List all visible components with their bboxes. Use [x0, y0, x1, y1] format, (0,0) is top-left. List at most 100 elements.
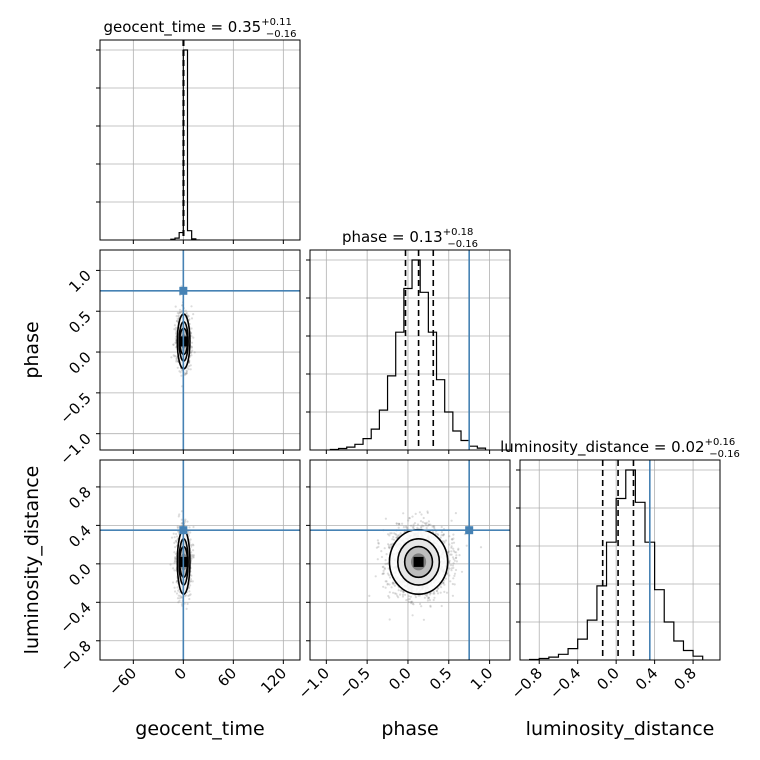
sample-point: [401, 522, 404, 525]
sample-point: [174, 337, 177, 340]
density-peak: [413, 556, 424, 567]
hist-phase: [329, 250, 487, 450]
plot-layer: −1.0−0.50.00.51.0−60 0 60 120−0.8−0.40.00.4…: [56, 39, 721, 703]
sample-point: [386, 572, 389, 575]
sample-point: [460, 570, 464, 573]
sample-point: [455, 551, 458, 554]
sample-point: [175, 539, 178, 542]
sample-point: [440, 531, 443, 534]
title-luminosity-distance: luminosity_distance = 0.02+0.16 −0.16: [500, 437, 740, 460]
sample-point: [433, 596, 436, 599]
sample-point: [387, 543, 390, 546]
panel-luminosity_distance-geocent_time: [100, 460, 300, 660]
sample-point: [176, 317, 179, 320]
sample-point: [419, 602, 422, 606]
sample-point: [440, 525, 443, 529]
sample-point: [192, 556, 195, 559]
hist-bar: [437, 380, 445, 450]
sample-point: [452, 533, 455, 536]
title-geocent-time-lower: −0.16: [266, 29, 297, 40]
sample-point: [427, 596, 430, 599]
sample-point: [383, 547, 386, 550]
sample-point: [396, 594, 399, 597]
title-phase-upper: +0.18: [443, 227, 474, 238]
x-tick-label: 0: [171, 664, 190, 683]
x-tick-label: −0.8: [508, 664, 546, 702]
pair-geocent_time-phase: [100, 250, 300, 450]
sample-point: [449, 564, 453, 567]
sample-point: [432, 598, 435, 602]
sample-point: [425, 526, 428, 530]
sample-point: [397, 526, 400, 529]
sample-point: [173, 355, 176, 358]
xlabel-phase: phase: [381, 718, 438, 740]
sample-point: [173, 324, 176, 327]
sample-point: [388, 618, 391, 621]
sample-point: [440, 604, 443, 608]
sample-point: [419, 525, 423, 529]
y-tick-label: 0.5: [65, 307, 95, 337]
sample-point: [175, 315, 178, 318]
sample-point: [432, 590, 436, 593]
sample-point: [408, 517, 411, 520]
pair-geocent_time-luminosity_distance: [100, 460, 300, 660]
sample-point: [425, 524, 428, 527]
sample-point: [427, 597, 430, 600]
hist-outline: [329, 259, 487, 450]
sample-point: [448, 543, 451, 546]
title-phase: phase = 0.13+0.18 −0.16: [342, 227, 478, 250]
sample-point: [432, 525, 435, 528]
title-luminosity-distance-upper: +0.16: [705, 437, 736, 448]
y-tick-label: −1.0: [56, 430, 94, 468]
sample-point: [405, 599, 408, 602]
sample-point: [174, 346, 178, 349]
sample-point: [383, 567, 386, 570]
sample-point: [175, 332, 178, 335]
sample-point: [443, 590, 446, 594]
contour-line: [403, 545, 434, 579]
sample-point: [392, 591, 395, 594]
sample-point: [424, 522, 427, 525]
sample-point: [402, 526, 405, 529]
sample-point: [451, 594, 454, 597]
sample-point: [180, 374, 183, 377]
sample-point: [426, 599, 429, 602]
sample-point: [176, 586, 179, 589]
sample-point: [176, 525, 179, 528]
sample-point: [172, 343, 175, 346]
sample-point: [426, 510, 429, 513]
sample-point: [416, 526, 419, 529]
sample-point: [407, 595, 410, 598]
sample-point: [187, 368, 190, 371]
sample-point: [382, 572, 385, 575]
sample-point: [175, 360, 178, 363]
sample-point: [380, 550, 383, 553]
sample-point: [374, 575, 377, 578]
sample-point: [401, 595, 405, 598]
sample-point: [453, 574, 456, 578]
sample-point: [388, 591, 391, 594]
sample-point: [169, 563, 172, 566]
sample-point: [174, 552, 177, 556]
sample-point: [180, 518, 183, 521]
sample-point: [426, 511, 429, 514]
sample-point: [189, 593, 192, 596]
truth-marker: [465, 526, 474, 535]
sample-point: [399, 593, 402, 596]
sample-point: [186, 520, 189, 523]
sample-point: [187, 594, 190, 598]
sample-point: [187, 530, 190, 533]
sample-point: [186, 366, 189, 369]
sample-point: [387, 594, 390, 598]
sample-point: [442, 534, 445, 537]
sample-point: [451, 542, 454, 545]
hist-bar: [674, 641, 684, 660]
sample-point: [190, 345, 193, 348]
y-tick-label: 0.0: [65, 348, 95, 378]
panel-frame: [99, 249, 301, 451]
sample-point: [192, 336, 195, 339]
sample-point: [190, 545, 193, 548]
sample-point: [451, 556, 455, 559]
sample-point: [188, 586, 191, 589]
